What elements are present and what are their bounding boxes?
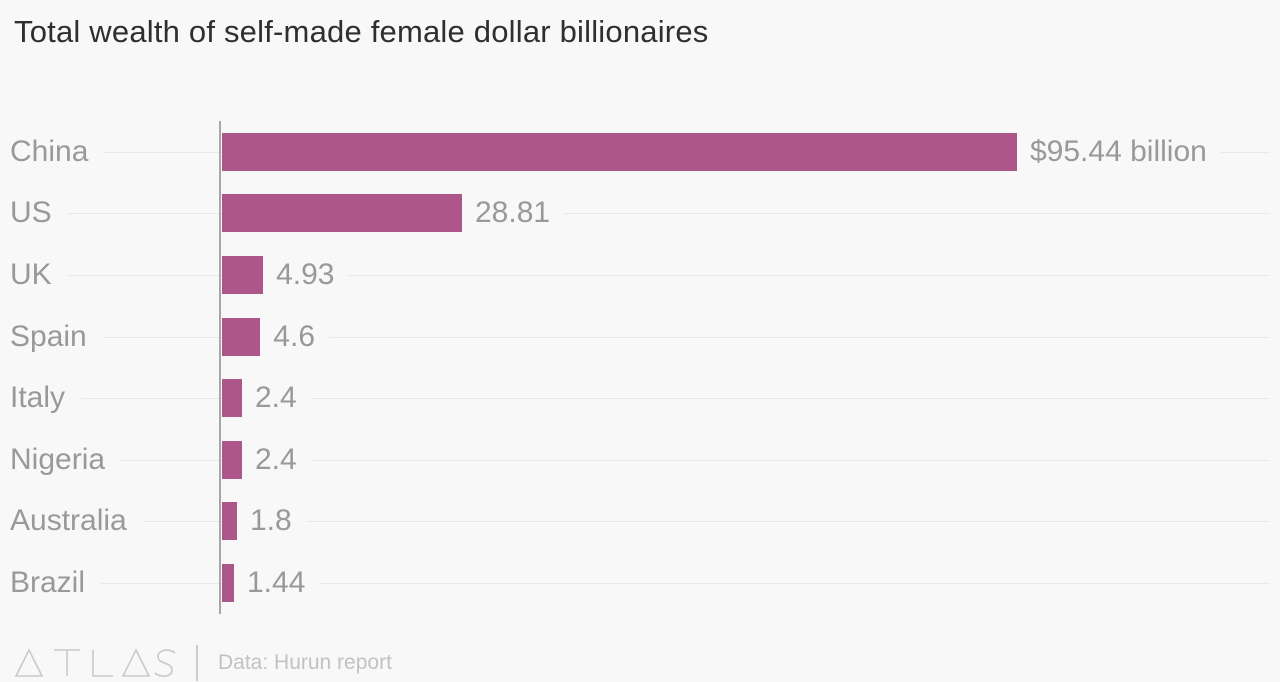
chart-rows: China $95.44 billion US 28.81 UK 4.93 Spain 4.6… [0,121,1280,614]
bar-italy [222,379,242,418]
bar-spain [222,317,261,356]
value-label: 1.44 [234,565,320,600]
chart-row: Nigeria 2.4 [0,429,1280,491]
value-label: 28.81 [462,196,565,231]
value-label: 1.8 [237,504,306,539]
footer-divider [196,645,198,681]
row-gridline [10,521,1270,523]
value-label: 2.4 [242,381,311,416]
logo-letter-l [92,650,113,677]
chart-title: Total wealth of self-made female dollar … [14,14,709,49]
atlas-logo [14,648,176,677]
row-gridline [10,459,1270,461]
logo-letter-a1 [14,648,44,677]
value-label: 4.93 [263,257,349,292]
bar-australia [222,502,237,541]
category-label: Australia [10,504,143,539]
bar-uk [222,255,264,294]
logo-letter-a2 [121,648,151,677]
bar-chart: China $95.44 billion US 28.81 UK 4.93 Spain 4.6… [0,121,1280,614]
chart-row: US 28.81 [0,183,1280,245]
row-gridline [10,336,1270,338]
chart-row: China $95.44 billion [0,121,1280,183]
logo-letter-t [54,649,80,676]
footer: Data: Hurun report [14,644,392,682]
row-gridline [10,398,1270,400]
chart-row: Australia 1.8 [0,491,1280,553]
bar-brazil [222,563,234,602]
row-gridline [10,274,1270,276]
category-label: UK [10,257,68,292]
bar-nigeria [222,440,242,479]
bar-us [222,194,462,233]
bar-china [222,132,1017,171]
chart-row: Spain 4.6 [0,306,1280,368]
value-label: $95.44 billion [1017,134,1221,169]
row-gridline [10,213,1270,215]
row-gridline [10,582,1270,584]
value-label: 2.4 [242,442,311,477]
logo-letter-s [154,649,176,677]
category-label: Nigeria [10,442,122,477]
chart-row: Italy 2.4 [0,367,1280,429]
category-label: Brazil [10,565,102,600]
value-label: 4.6 [260,319,330,354]
category-label: Spain [10,319,103,354]
y-axis-line [219,121,221,614]
chart-row: Brazil 1.44 [0,552,1280,614]
category-label: China [10,134,105,169]
chart-row: UK 4.93 [0,244,1280,306]
data-source-text: Data: Hurun report [218,651,392,674]
category-label: US [10,196,68,231]
category-label: Italy [10,381,82,416]
